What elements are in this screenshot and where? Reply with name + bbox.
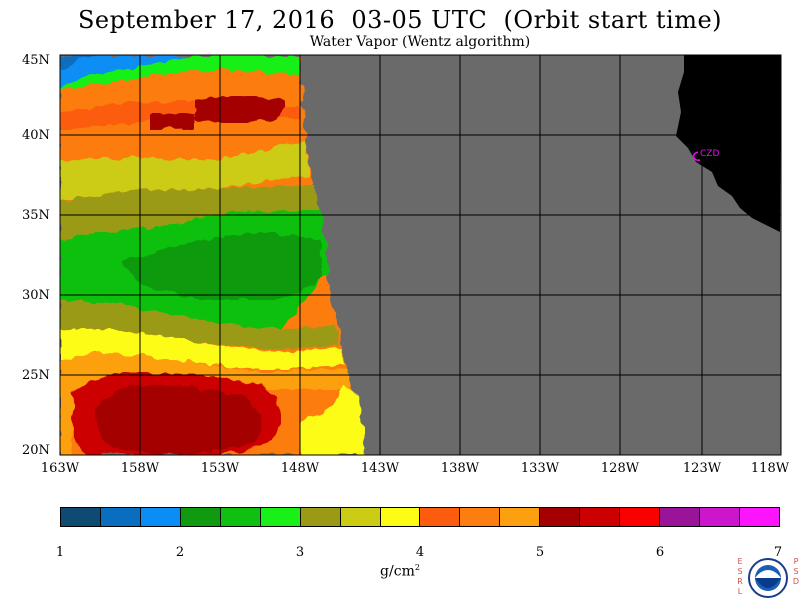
station-marker: CZD [692,149,719,161]
chart-title: September 17, 2016 03-05 UTC (Orbit star… [77,6,723,34]
lat-label-45n: 45N [22,53,50,68]
lon-label-143w: 143W [360,461,400,476]
graticule [60,55,781,455]
scale-swatch [540,508,581,526]
scale-tick-5: 5 [535,545,545,560]
scale-unit: g/cm2 [370,563,430,580]
vapor-band [60,300,340,350]
scale-tick-7: 7 [773,545,783,560]
lon-label-148w: 148W [280,461,320,476]
scale-swatch [420,508,461,526]
lat-label-35n: 35N [22,208,50,223]
vapor-band [60,55,105,70]
scale-swatch [260,508,301,526]
scale-tick-4: 4 [415,545,425,560]
scale-swatch [460,508,501,526]
scale-unit-text: g/cm [380,563,415,580]
scale-swatch [220,508,261,526]
scale-swatch [580,508,621,526]
lon-label-163w: 163W [40,461,80,476]
scale-swatch [140,508,181,526]
vapor-band [150,113,195,130]
vapor-band [60,140,310,200]
lon-label-138w: 138W [440,461,480,476]
noaa-emblem-icon [748,558,788,598]
scale-swatch [340,508,381,526]
lat-label-20n: 20N [22,443,50,458]
scale-swatch [620,508,661,526]
scale-tick-1: 1 [55,545,65,560]
lon-label-128w: 128W [600,461,640,476]
scale-swatch [739,508,779,526]
vapor-band [300,385,365,455]
scale-tick-3: 3 [295,545,305,560]
vapor-band [60,328,345,370]
lon-label-118w: 118W [750,461,790,476]
lat-label-30n: 30N [22,288,50,303]
lon-label-123w: 123W [682,461,722,476]
vapor-band [60,380,75,455]
color-scale-bar [60,507,780,527]
scale-unit-exponent: 2 [414,563,420,572]
map-frame [59,54,782,456]
scale-tick-2: 2 [175,545,185,560]
lon-label-158w: 158W [120,461,160,476]
lon-label-153w: 153W [200,461,240,476]
lon-label-133w: 133W [520,461,560,476]
vapor-band [60,185,320,240]
lat-label-25n: 25N [22,368,50,383]
scale-tick-6: 6 [655,545,665,560]
station-label: CZD [700,149,719,159]
scale-swatch [660,508,700,526]
scale-swatch [500,508,541,526]
lat-label-40n: 40N [22,128,50,143]
scale-swatch [61,508,101,526]
scale-swatch [380,508,421,526]
scale-swatch [700,508,740,526]
vapor-band [195,96,285,123]
vapor-band [120,232,322,300]
scale-swatch [100,508,141,526]
satellite-swath [60,55,365,455]
chart-subtitle: Water Vapor (Wentz algorithm) [309,34,531,50]
vapor-band [60,55,190,88]
scale-swatch [300,508,341,526]
scale-swatch [180,508,221,526]
